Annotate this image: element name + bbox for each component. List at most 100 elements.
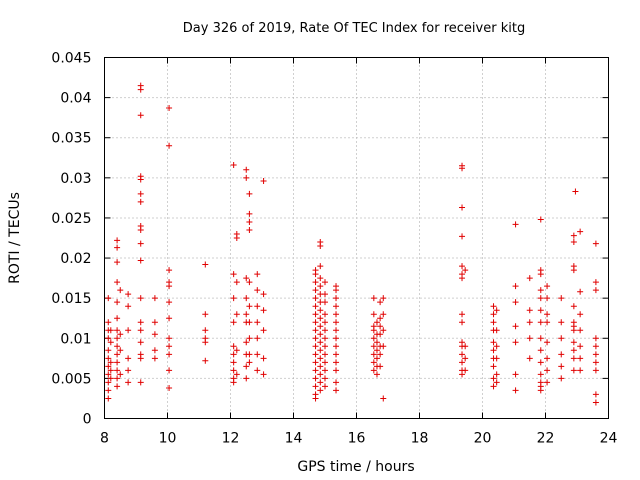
data-point [312, 279, 319, 286]
data-point [243, 363, 250, 370]
data-point [166, 351, 173, 358]
data-point [333, 387, 340, 394]
data-point [312, 359, 319, 366]
data-point [322, 311, 328, 318]
data-point [373, 371, 380, 378]
data-point [322, 291, 328, 298]
data-point [512, 339, 519, 346]
data-point [537, 216, 544, 223]
data-point [558, 335, 565, 342]
data-point [243, 311, 250, 318]
data-point [333, 295, 340, 302]
data-point [380, 395, 387, 402]
data-point [137, 339, 144, 346]
data-point [570, 339, 577, 346]
data-point [137, 226, 144, 233]
x-axis-tick-labels: 8 10 12 14 16 18 20 22 24 [100, 431, 617, 447]
data-point [490, 303, 497, 310]
data-point [370, 351, 377, 358]
data-point [558, 351, 565, 358]
data-point [105, 395, 112, 402]
data-point [312, 351, 319, 358]
y-tick-label: 0.04 [60, 91, 91, 107]
data-point [317, 323, 324, 330]
data-point [317, 371, 324, 378]
x-tick-label: 20 [474, 431, 492, 447]
data-point [137, 257, 144, 264]
data-point [117, 371, 124, 378]
data-point [577, 367, 584, 374]
data-point [312, 319, 319, 326]
data-point [322, 299, 328, 306]
data-point [317, 315, 324, 322]
y-tick-label: 0.03 [60, 171, 91, 187]
data-point [570, 347, 577, 354]
data-point [577, 327, 584, 334]
data-point [493, 343, 500, 350]
data-point [105, 335, 112, 342]
data-point [459, 319, 466, 326]
data-point [317, 275, 324, 282]
y-tick-label: 0.005 [51, 371, 91, 387]
data-point [114, 367, 121, 374]
data-point [537, 271, 544, 278]
data-point [317, 283, 324, 290]
data-point [333, 359, 340, 366]
data-point [312, 311, 319, 318]
data-point [490, 383, 497, 390]
data-point [370, 335, 377, 342]
data-point [322, 367, 328, 374]
x-tick-label: 14 [285, 431, 303, 447]
data-point [114, 327, 121, 334]
data-point [512, 371, 519, 378]
data-point [166, 315, 173, 322]
data-point [537, 335, 544, 342]
data-point [137, 190, 144, 197]
data-point [537, 347, 544, 354]
data-point [317, 379, 324, 386]
data-point [380, 295, 387, 302]
data-point [333, 311, 340, 318]
data-point [459, 359, 466, 366]
data-point [151, 355, 158, 362]
data-point [370, 367, 377, 374]
data-point [462, 367, 469, 374]
data-point [137, 295, 144, 302]
data-point [512, 323, 519, 330]
data-point [537, 387, 544, 394]
data-point [254, 287, 261, 294]
x-tick-label: 22 [537, 431, 555, 447]
data-point [105, 363, 112, 370]
data-point [592, 279, 599, 286]
data-point [544, 339, 551, 346]
data-point [537, 371, 544, 378]
data-point [105, 371, 112, 378]
data-point [114, 359, 121, 366]
data-point [333, 303, 340, 310]
data-point [243, 375, 250, 382]
y-tick-label: 0 [83, 412, 92, 428]
data-point [570, 267, 577, 274]
data-point [317, 307, 324, 314]
grid-lines [104, 57, 609, 419]
x-tick-label: 24 [600, 431, 618, 447]
data-point [114, 259, 121, 266]
chart-title: Day 326 of 2019, Rate Of TEC Index for r… [183, 21, 525, 36]
data-point [322, 343, 328, 350]
data-point [125, 327, 132, 334]
data-point [333, 351, 340, 358]
data-point [114, 343, 121, 350]
data-point [137, 327, 144, 334]
data-point [105, 379, 112, 386]
data-point [202, 357, 209, 364]
data-point [459, 275, 466, 282]
data-point [125, 291, 132, 298]
data-point [459, 263, 466, 270]
data-point [322, 359, 328, 366]
data-point [490, 319, 497, 326]
data-point [490, 347, 497, 354]
data-point [246, 210, 253, 217]
data-point [537, 287, 544, 294]
data-point [462, 343, 469, 350]
data-point [243, 166, 250, 173]
